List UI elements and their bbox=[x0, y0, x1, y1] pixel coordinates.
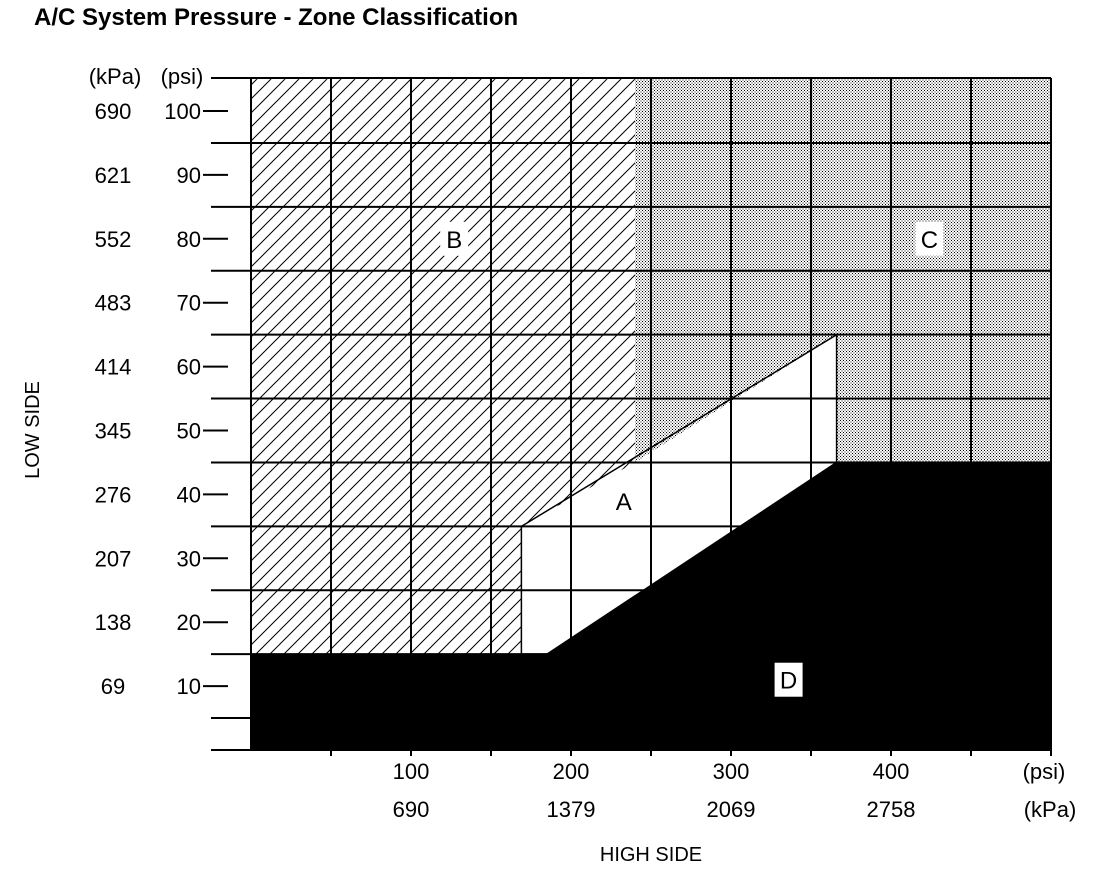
y-tick-label-psi: 80 bbox=[177, 227, 201, 252]
y-tick-label-kpa: 621 bbox=[95, 163, 132, 188]
y-tick-label-kpa: 483 bbox=[95, 291, 132, 316]
zone-d-label-bg bbox=[774, 662, 803, 697]
y-tick-label-psi: 60 bbox=[177, 355, 201, 380]
y-tick-label-kpa: 276 bbox=[95, 482, 132, 507]
y-tick-label-kpa: 345 bbox=[95, 419, 132, 444]
y-tick-label-psi: 40 bbox=[177, 482, 201, 507]
y-tick-label-psi: 10 bbox=[177, 674, 201, 699]
y-tick-label-psi: 30 bbox=[177, 546, 201, 571]
zone-c-label-bg bbox=[915, 221, 944, 256]
zone-b-label-bg bbox=[440, 221, 469, 256]
y-tick-label-psi: 90 bbox=[177, 163, 201, 188]
x-tick-label-psi: 400 bbox=[873, 759, 910, 784]
x-unit-kpa: (kPa) bbox=[1024, 797, 1077, 822]
zone-a-area bbox=[521, 334, 837, 655]
zone-a-outline bbox=[520, 333, 838, 655]
x-unit-psi: (psi) bbox=[1023, 759, 1066, 784]
x-tick-label-kpa: 1379 bbox=[547, 797, 596, 822]
zone-c-label: C bbox=[921, 227, 938, 254]
y-tick-label-psi: 70 bbox=[177, 291, 201, 316]
chart-title: A/C System Pressure - Zone Classificatio… bbox=[34, 4, 519, 31]
y-unit-psi: (psi) bbox=[161, 64, 204, 89]
y-tick-label-psi: 50 bbox=[177, 419, 201, 444]
y-tick-label-kpa: 207 bbox=[95, 546, 132, 571]
y-tick-label-kpa: 552 bbox=[95, 227, 132, 252]
zone-a-label: A bbox=[616, 489, 632, 516]
y-tick-label-psi: 20 bbox=[177, 610, 201, 635]
x-tick-label-kpa: 690 bbox=[393, 797, 430, 822]
x-tick-label-kpa: 2758 bbox=[867, 797, 916, 822]
y-axis-title: LOW SIDE bbox=[22, 381, 44, 479]
zone-b-label: B bbox=[446, 227, 462, 254]
zone-d-label: D bbox=[780, 668, 797, 695]
x-axis-title: HIGH SIDE bbox=[600, 844, 702, 866]
y-unit-kpa: (kPa) bbox=[89, 64, 142, 89]
x-tick-label-psi: 100 bbox=[393, 759, 430, 784]
y-tick-label-kpa: 690 bbox=[95, 99, 132, 124]
y-tick-label-kpa: 69 bbox=[101, 674, 125, 699]
zone-a-label-bg bbox=[609, 483, 638, 518]
y-tick-label-psi: 100 bbox=[164, 99, 201, 124]
y-tick-label-kpa: 414 bbox=[95, 355, 132, 380]
x-tick-label-psi: 200 bbox=[553, 759, 590, 784]
zone-d-overlay bbox=[251, 462, 1051, 750]
x-tick-label-kpa: 2069 bbox=[707, 797, 756, 822]
y-tick-label-kpa: 138 bbox=[95, 610, 132, 635]
x-tick-label-psi: 300 bbox=[713, 759, 750, 784]
zone-b-area bbox=[251, 79, 635, 655]
